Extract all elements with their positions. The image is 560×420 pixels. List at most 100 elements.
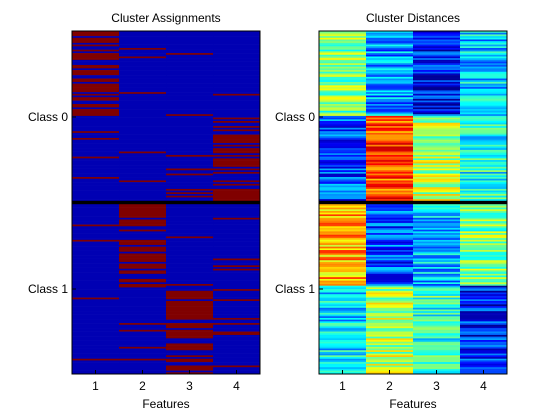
- heatmap-cell: [119, 156, 167, 159]
- heatmap-cell: [413, 178, 461, 181]
- heatmap-cell: [366, 141, 414, 144]
- heatmap-cell: [166, 299, 214, 302]
- heatmap-cell: [413, 132, 461, 135]
- heatmap-cell: [72, 311, 120, 314]
- heatmap-cell: [72, 153, 120, 156]
- heatmap-cell: [460, 340, 508, 343]
- heatmap-cell: [413, 195, 461, 198]
- heatmap-cell: [366, 112, 414, 115]
- heatmap-cell: [366, 54, 414, 57]
- heatmap-cell: [366, 333, 414, 336]
- heatmap-cell: [460, 261, 508, 264]
- heatmap-cell: [460, 119, 508, 122]
- heatmap-cell: [119, 61, 167, 64]
- heatmap-cell: [213, 328, 261, 331]
- heatmap-cell: [213, 188, 261, 191]
- heatmap-cell: [213, 326, 261, 329]
- heatmap-cell: [119, 127, 167, 130]
- heatmap-cell: [413, 234, 461, 237]
- heatmap-cell: [413, 273, 461, 276]
- heatmap-cell: [119, 153, 167, 156]
- heatmap-cell: [166, 304, 214, 307]
- heatmap-cell: [166, 39, 214, 42]
- heatmap-cell: [166, 122, 214, 125]
- heatmap-cell: [413, 219, 461, 222]
- heatmap-cell: [460, 126, 508, 129]
- heatmap-cell: [319, 75, 367, 78]
- heatmap-cell: [366, 312, 414, 315]
- heatmap-cell: [413, 333, 461, 336]
- heatmap-cell: [213, 263, 261, 266]
- heatmap-cell: [119, 68, 167, 71]
- heatmap-cell: [72, 324, 120, 327]
- heatmap-cell: [460, 42, 508, 45]
- heatmap-cell: [319, 317, 367, 320]
- heatmap-cell: [166, 75, 214, 78]
- heatmap-cell: [213, 272, 261, 275]
- heatmap-cell: [119, 81, 167, 84]
- heatmap-cell: [213, 34, 261, 37]
- heatmap-cell: [166, 190, 214, 193]
- heatmap-cell: [166, 258, 214, 261]
- heatmap-cell: [460, 156, 508, 159]
- heatmap-cell: [460, 161, 508, 164]
- heatmap-cell: [166, 109, 214, 112]
- heatmap-cell: [319, 316, 367, 319]
- heatmap-cell: [213, 267, 261, 270]
- heatmap-cell: [319, 70, 367, 73]
- heatmap-cell: [166, 214, 214, 217]
- heatmap-cell: [460, 239, 508, 242]
- heatmap-cell: [460, 212, 508, 215]
- heatmap-cell: [319, 255, 367, 258]
- heatmap-cell: [166, 205, 214, 208]
- heatmap-cell: [166, 367, 214, 370]
- heatmap-cell: [213, 304, 261, 307]
- heatmap-cell: [119, 328, 167, 331]
- heatmap-cell: [166, 177, 214, 180]
- heatmap-cell: [366, 63, 414, 66]
- heatmap-cell: [119, 182, 167, 185]
- heatmap-cell: [319, 154, 367, 157]
- heatmap-cell: [366, 71, 414, 74]
- heatmap-cell: [319, 334, 367, 337]
- heatmap-cell: [72, 323, 120, 326]
- heatmap-cell: [319, 333, 367, 336]
- heatmap-cell: [166, 272, 214, 275]
- heatmap-cell: [460, 287, 508, 290]
- heatmap-cell: [166, 306, 214, 309]
- heatmap-cell: [166, 97, 214, 100]
- heatmap-cell: [166, 341, 214, 344]
- heatmap-cell: [213, 54, 261, 57]
- heatmap-cell: [460, 209, 508, 212]
- heatmap-cell: [319, 295, 367, 298]
- heatmap-cell: [166, 302, 214, 305]
- heatmap-cell: [366, 90, 414, 93]
- heatmap-cell: [72, 231, 120, 234]
- heatmap-cell: [366, 260, 414, 263]
- heatmap-cell: [213, 63, 261, 66]
- heatmap-cell: [166, 231, 214, 234]
- heatmap-cell: [166, 134, 214, 137]
- heatmap-cell: [166, 171, 214, 174]
- heatmap-cell: [460, 76, 508, 79]
- heatmap-cell: [413, 88, 461, 91]
- heatmap-cell: [366, 56, 414, 59]
- heatmap-cell: [119, 97, 167, 100]
- heatmap-cell: [166, 158, 214, 161]
- heatmap-cell: [72, 129, 120, 132]
- heatmap-cell: [166, 360, 214, 363]
- heatmap-cell: [166, 156, 214, 159]
- heatmap-cell: [166, 350, 214, 353]
- heatmap-cell: [319, 345, 367, 348]
- heatmap-cell: [460, 224, 508, 227]
- heatmap-cell: [460, 53, 508, 56]
- heatmap-cell: [460, 350, 508, 353]
- heatmap-cell: [319, 314, 367, 317]
- heatmap-cell: [166, 340, 214, 343]
- heatmap-cell: [166, 368, 214, 371]
- heatmap-cell: [366, 180, 414, 183]
- heatmap-cell: [366, 238, 414, 241]
- heatmap-cell: [119, 195, 167, 198]
- heatmap-cell: [460, 200, 508, 203]
- heatmap-cell: [166, 66, 214, 69]
